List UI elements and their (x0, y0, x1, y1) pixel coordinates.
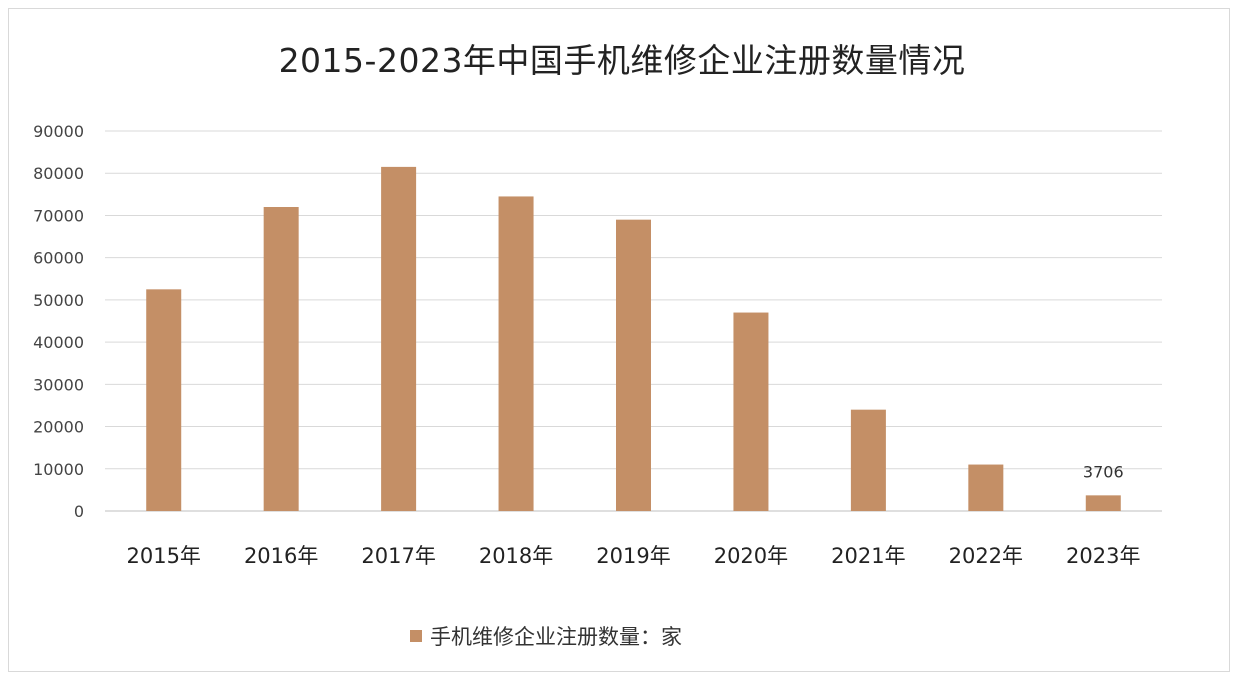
bar (1085, 495, 1121, 511)
bars (146, 166, 1121, 511)
x-tick-label: 2021年 (831, 544, 905, 568)
legend-swatch (410, 630, 422, 642)
data-labels: 3706 (1083, 462, 1124, 481)
y-tick-label: 30000 (33, 375, 84, 394)
y-tick-label: 80000 (33, 164, 84, 183)
y-axis-ticks: 0 10000 20000 30000 40000 50000 60000 70000 8000… (33, 122, 84, 521)
y-tick-label: 20000 (33, 418, 84, 437)
bar (850, 409, 886, 511)
y-tick-label: 70000 (33, 206, 84, 225)
y-tick-label: 40000 (33, 333, 84, 352)
x-tick-label: 2015年 (126, 544, 200, 568)
x-tick-label: 2020年 (714, 544, 788, 568)
chart-title: 2015-2023年中国手机维修企业注册数量情况 (278, 41, 966, 80)
bar (968, 464, 1004, 511)
bar (733, 312, 769, 511)
x-tick-label: 2019年 (596, 544, 670, 568)
y-tick-label: 50000 (33, 291, 84, 310)
legend: 手机维修企业注册数量：家 (410, 621, 682, 651)
bar (498, 196, 534, 511)
data-label: 3706 (1083, 462, 1124, 481)
y-tick-label: 90000 (33, 122, 84, 141)
bar (616, 219, 651, 511)
y-tick-label: 10000 (33, 460, 84, 479)
x-tick-label: 2023年 (1066, 544, 1140, 568)
x-tick-label: 2022年 (949, 544, 1023, 568)
x-tick-label: 2017年 (361, 544, 435, 568)
x-axis-ticks: 2015年 2016年 2017年 2018年 2019年 2020年 2021年 2022年… (126, 544, 1140, 568)
x-tick-label: 2016年 (244, 544, 318, 568)
legend-label: 手机维修企业注册数量：家 (430, 625, 682, 649)
y-tick-label: 0 (74, 502, 84, 521)
bar (381, 166, 417, 511)
y-tick-label: 60000 (33, 249, 84, 268)
x-tick-label: 2018年 (479, 544, 553, 568)
bar (146, 289, 182, 511)
bar (263, 207, 299, 511)
